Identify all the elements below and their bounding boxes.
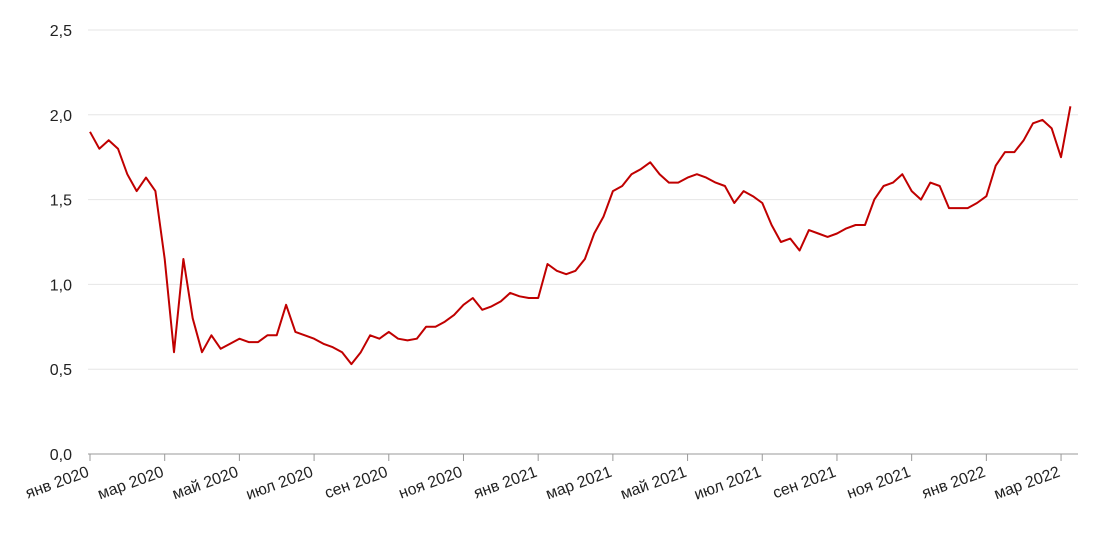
data-line: [89, 106, 1072, 366]
y-tick-label: 1,5: [50, 193, 72, 210]
x-tick-label: июл 2020: [244, 464, 316, 504]
x-tick-label: ноя 2021: [845, 464, 913, 503]
x-tick-label: июл 2021: [692, 464, 764, 504]
x-tick-label: май 2020: [170, 464, 241, 504]
x-tick-label: мар 2020: [96, 464, 167, 504]
x-tick-label: мар 2022: [992, 464, 1063, 504]
y-tick-label: 2,0: [50, 108, 72, 125]
x-tick-label: сен 2021: [771, 464, 839, 503]
x-tick-label: янв 2022: [920, 464, 988, 503]
y-tick-label: 1,0: [50, 277, 72, 294]
x-tick-label: май 2021: [618, 464, 689, 504]
x-tick-label: сен 2020: [323, 464, 391, 503]
y-tick-label: 2,5: [50, 23, 72, 40]
x-tick-label: мар 2021: [544, 464, 615, 504]
x-tick-label: янв 2021: [472, 464, 540, 503]
x-tick-label: янв 2020: [23, 464, 91, 503]
y-tick-label: 0,5: [50, 362, 72, 379]
x-tick-label: ноя 2020: [397, 464, 465, 503]
y-tick-label: 0,0: [50, 447, 72, 464]
